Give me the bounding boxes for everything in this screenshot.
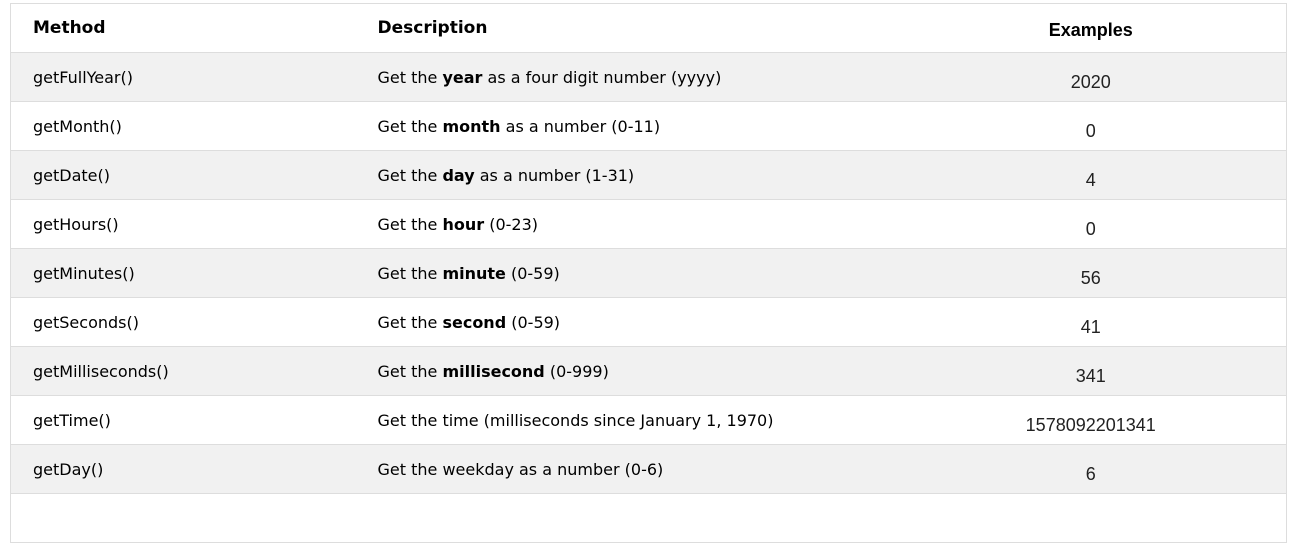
description-text: as a number (1-31)	[474, 165, 635, 185]
table-body: getFullYear() Get the year as a four dig…	[10, 52, 1287, 543]
description-text: Get the	[377, 263, 443, 283]
column-header-description: Description	[377, 18, 488, 38]
example-cell: 2020	[896, 53, 1287, 102]
description-text: Get the time (milliseconds since January…	[377, 410, 774, 430]
description-cell	[356, 494, 896, 543]
table-row: getDay() Get the weekday as a number (0-…	[10, 444, 1287, 494]
method-cell: getSeconds()	[33, 312, 139, 332]
method-cell: getMilliseconds()	[33, 361, 169, 381]
description-bold-text: second	[442, 312, 507, 332]
header-row: Method Description Examples	[10, 4, 1287, 53]
example-cell: 1578092201341	[896, 396, 1287, 445]
method-cell: getTime()	[33, 410, 111, 430]
example-cell: 56	[896, 249, 1287, 298]
description-bold-text: hour	[442, 214, 485, 234]
description-text: as a number (0-11)	[500, 116, 661, 136]
table-row: getFullYear() Get the year as a four dig…	[10, 52, 1287, 102]
description-bold-text: day	[442, 165, 475, 185]
example-cell: 0	[896, 200, 1287, 249]
date-methods-table: Method Description Examples getFullYear(…	[10, 3, 1287, 543]
example-value: 0	[1085, 120, 1096, 141]
description-text: (0-999)	[544, 361, 609, 381]
description-bold-text: minute	[442, 263, 506, 283]
table-row: getSeconds() Get the second (0-59) 41	[10, 297, 1287, 347]
table-row: getMonth() Get the month as a number (0-…	[10, 101, 1287, 151]
description-cell: Get the day as a number (1-31)	[356, 151, 896, 200]
column-header-method: Method	[33, 18, 106, 38]
description-text: Get the	[377, 361, 443, 381]
example-value: 341	[1075, 365, 1106, 386]
description-cell: Get the hour (0-23)	[356, 200, 896, 249]
column-header-examples: Examples	[896, 4, 1287, 53]
table-row-partial	[10, 493, 1287, 543]
table-row: getTime() Get the time (milliseconds sin…	[10, 395, 1287, 445]
description-cell: Get the year as a four digit number (yyy…	[356, 53, 896, 102]
table-row: getDate() Get the day as a number (1-31)…	[10, 150, 1287, 200]
description-text: Get the	[377, 116, 443, 136]
description-bold-text: millisecond	[442, 361, 545, 381]
example-cell: 4	[896, 151, 1287, 200]
description-cell: Get the millisecond (0-999)	[356, 347, 896, 396]
example-value: 0	[1085, 218, 1096, 239]
example-value: 2020	[1070, 71, 1111, 92]
example-value: 41	[1080, 316, 1101, 337]
description-text: Get the	[377, 214, 443, 234]
example-cell: 6	[896, 445, 1287, 494]
description-cell: Get the weekday as a number (0-6)	[356, 445, 896, 494]
method-cell	[11, 494, 356, 543]
method-cell: getFullYear()	[33, 67, 133, 87]
method-cell: getDate()	[33, 165, 110, 185]
description-text: as a four digit number (yyyy)	[482, 67, 722, 87]
description-text: (0-59)	[505, 263, 560, 283]
method-cell: getHours()	[33, 214, 119, 234]
example-cell	[896, 494, 1287, 543]
description-text: Get the	[377, 165, 443, 185]
method-cell: getMinutes()	[33, 263, 135, 283]
example-cell: 41	[896, 298, 1287, 347]
example-cell: 0	[896, 102, 1287, 151]
description-text: Get the weekday as a number (0-6)	[377, 459, 664, 479]
description-cell: Get the minute (0-59)	[356, 249, 896, 298]
example-value: 56	[1080, 267, 1101, 288]
description-text: Get the	[377, 67, 443, 87]
example-value: 4	[1085, 169, 1096, 190]
method-cell: getDay()	[33, 459, 104, 479]
description-bold-text: month	[442, 116, 501, 136]
description-cell: Get the second (0-59)	[356, 298, 896, 347]
description-cell: Get the time (milliseconds since January…	[356, 396, 896, 445]
description-text: (0-59)	[506, 312, 561, 332]
table-row: getMinutes() Get the minute (0-59) 56	[10, 248, 1287, 298]
description-cell: Get the month as a number (0-11)	[356, 102, 896, 151]
method-cell: getMonth()	[33, 116, 122, 136]
description-text: Get the	[377, 312, 443, 332]
description-text: (0-23)	[484, 214, 539, 234]
table-row: getMilliseconds() Get the millisecond (0…	[10, 346, 1287, 396]
description-bold-text: year	[442, 67, 483, 87]
table-row: getHours() Get the hour (0-23) 0	[10, 199, 1287, 249]
example-value: 6	[1085, 463, 1096, 484]
example-value: 1578092201341	[1025, 414, 1156, 435]
column-header-examples-label: Examples	[1048, 19, 1133, 40]
page: Method Description Examples getFullYear(…	[10, 3, 1287, 543]
example-cell: 341	[896, 347, 1287, 396]
